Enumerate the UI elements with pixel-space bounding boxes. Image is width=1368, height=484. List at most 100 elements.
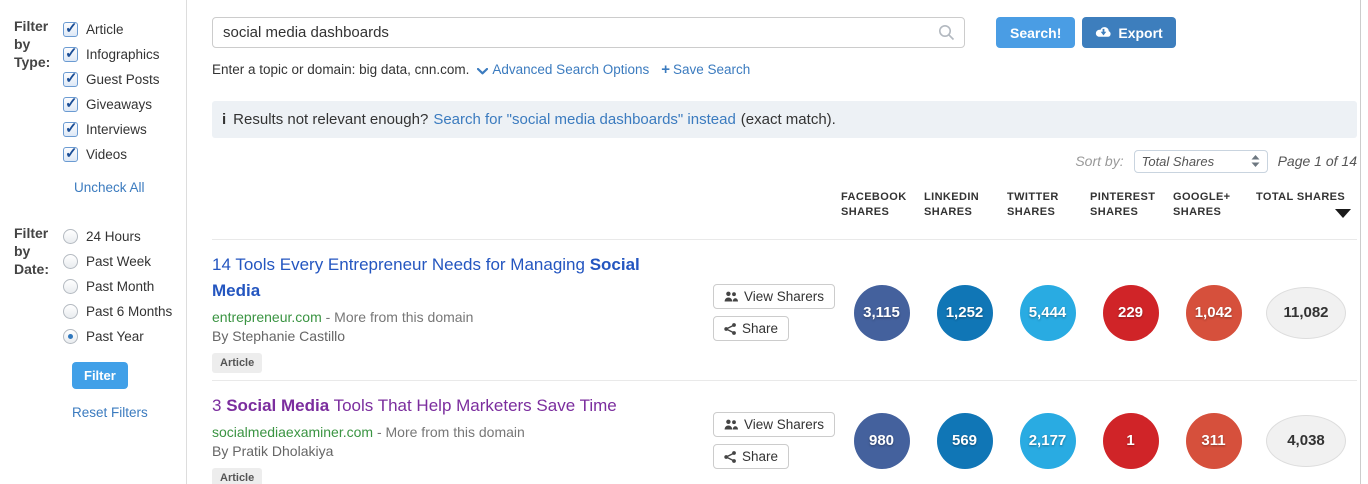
result-row: 3 Social Media Tools That Help Marketers…	[212, 380, 1357, 484]
date-radio-24-hours[interactable]: 24 Hours	[63, 224, 186, 249]
plus-icon: +	[661, 61, 671, 78]
title-text: 14 Tools Every Entrepreneur Needs for Ma…	[212, 255, 590, 274]
view-sharers-button[interactable]: View Sharers	[713, 284, 836, 309]
more-from-domain-link[interactable]: - More from this domain	[376, 424, 525, 440]
checkbox-checked-icon[interactable]	[63, 44, 78, 62]
radio-unselected-icon[interactable]	[63, 254, 78, 269]
notice-text: Results not relevant enough?	[233, 111, 429, 128]
date-label-past-6-months: Past 6 Months	[86, 304, 173, 319]
checkbox-checked-icon[interactable]	[63, 144, 78, 162]
pinterest-shares-cell: 229	[1089, 284, 1172, 341]
result-row: 14 Tools Every Entrepreneur Needs for Ma…	[212, 240, 1357, 380]
search-input[interactable]	[212, 17, 965, 48]
users-icon	[724, 291, 738, 302]
date-label-past-month: Past Month	[86, 279, 155, 294]
sort-descending-icon[interactable]	[1335, 209, 1351, 218]
date-radio-past-week[interactable]: Past Week	[63, 249, 186, 274]
twitter-shares-cell: 5,444	[1006, 284, 1089, 341]
column-header-googleplus-shares: GOOGLE+ SHARES	[1173, 191, 1231, 218]
title-text: 3	[212, 396, 227, 415]
article-title-link[interactable]: 14 Tools Every Entrepreneur Needs for Ma…	[212, 252, 652, 304]
date-filter-list: 24 Hours Past Week Past Month Past 6 Mon…	[63, 224, 186, 349]
view-sharers-button[interactable]: View Sharers	[713, 412, 836, 437]
date-radio-past-6-months[interactable]: Past 6 Months	[63, 299, 186, 324]
radio-unselected-icon[interactable]	[63, 229, 78, 244]
checkbox-checked-icon[interactable]	[63, 119, 78, 137]
filter-by-date-label: Filter by Date:	[14, 225, 50, 277]
radio-unselected-icon[interactable]	[63, 279, 78, 294]
type-checkbox-giveaways[interactable]: Giveaways	[63, 92, 186, 117]
domain-link[interactable]: socialmediaexaminer.com	[212, 424, 374, 440]
type-label-giveaways: Giveaways	[86, 97, 153, 112]
share-label: Share	[742, 321, 779, 336]
search-button[interactable]: Search!	[996, 17, 1076, 48]
date-radio-past-month[interactable]: Past Month	[63, 274, 186, 299]
share-icon	[724, 322, 736, 335]
domain-line: entrepreneur.com - More from this domain	[212, 309, 670, 325]
title-highlight: Social Media	[226, 396, 330, 415]
view-sharers-label: View Sharers	[744, 417, 825, 432]
advanced-search-options-link[interactable]: Advanced Search Options	[492, 62, 650, 77]
article-info: 3 Social Media Tools That Help Marketers…	[212, 393, 700, 484]
radio-unselected-icon[interactable]	[63, 304, 78, 319]
export-button-label: Export	[1118, 24, 1163, 41]
total-shares-cell: 4,038	[1255, 414, 1357, 467]
facebook-shares-count: 980	[853, 412, 910, 469]
googleplus-shares-cell: 311	[1172, 412, 1255, 469]
share-button[interactable]: Share	[713, 316, 790, 341]
checkbox-checked-icon[interactable]	[63, 19, 78, 37]
save-search-link[interactable]: Save Search	[673, 62, 751, 77]
checkbox-checked-icon[interactable]	[63, 94, 78, 112]
facebook-shares-cell: 980	[840, 412, 923, 469]
title-highlight: Social Media	[212, 255, 640, 300]
date-radio-past-year[interactable]: Past Year	[63, 324, 186, 349]
search-row: Search! Export	[212, 17, 1357, 48]
type-checkbox-infographics[interactable]: Infographics	[63, 42, 186, 67]
content-type-badge: Article	[212, 468, 263, 484]
reset-filters-link[interactable]: Reset Filters	[72, 405, 148, 420]
column-header-twitter-shares: TWITTER SHARES	[1007, 191, 1059, 218]
chevron-down-icon	[477, 63, 489, 78]
search-icon[interactable]	[938, 24, 955, 46]
twitter-shares-count: 5,444	[1019, 284, 1076, 341]
pinterest-shares-count: 229	[1102, 284, 1159, 341]
date-label-past-year: Past Year	[86, 329, 144, 344]
more-from-domain-link[interactable]: - More from this domain	[325, 309, 474, 325]
sort-select[interactable]: Total Shares	[1133, 149, 1268, 173]
type-checkbox-videos[interactable]: Videos	[63, 142, 186, 167]
exact-match-search-link[interactable]: Search for "social media dashboards" ins…	[433, 111, 736, 128]
article-title-link[interactable]: 3 Social Media Tools That Help Marketers…	[212, 393, 652, 419]
results-main: Search! Export Enter a topic or domain: …	[188, 0, 1368, 484]
linkedin-shares-count: 1,252	[936, 284, 993, 341]
share-button[interactable]: Share	[713, 444, 790, 469]
linkedin-shares-count: 569	[936, 412, 993, 469]
domain-link[interactable]: entrepreneur.com	[212, 309, 322, 325]
checkbox-checked-icon[interactable]	[63, 69, 78, 87]
type-checkbox-guest-posts[interactable]: Guest Posts	[63, 67, 186, 92]
type-checkbox-interviews[interactable]: Interviews	[63, 117, 186, 142]
export-button[interactable]: Export	[1082, 17, 1176, 48]
total-shares-count: 4,038	[1266, 414, 1346, 467]
twitter-shares-count: 2,177	[1019, 412, 1076, 469]
column-header-linkedin-shares: LINKEDIN SHARES	[924, 191, 980, 218]
author-byline: By Pratik Dholakiya	[212, 443, 334, 459]
googleplus-shares-count: 1,042	[1185, 284, 1242, 341]
type-checkbox-article[interactable]: Article	[63, 17, 186, 42]
googleplus-shares-cell: 1,042	[1172, 284, 1255, 341]
page-indicator: Page 1 of 14	[1277, 153, 1357, 169]
view-sharers-label: View Sharers	[744, 289, 825, 304]
window-right-edge	[1360, 0, 1361, 484]
filter-by-type-group: Filter by Type: Article Infographics Gue…	[0, 17, 186, 167]
filter-button[interactable]: Filter	[72, 362, 128, 389]
column-header-total-shares[interactable]: TOTAL SHARES	[1255, 190, 1357, 220]
uncheck-all-link[interactable]: Uncheck All	[74, 180, 145, 195]
select-spinner-icon	[1251, 155, 1260, 167]
search-hint-text: Enter a topic or domain: big data, cnn.c…	[212, 62, 470, 77]
type-label-infographics: Infographics	[86, 47, 160, 62]
twitter-shares-cell: 2,177	[1006, 412, 1089, 469]
search-hint-row: Enter a topic or domain: big data, cnn.c…	[212, 61, 1357, 78]
notice-suffix: (exact match).	[740, 111, 836, 128]
radio-selected-icon[interactable]	[63, 329, 78, 344]
filter-by-date-group: Filter by Date: 24 Hours Past Week Past …	[0, 224, 186, 349]
